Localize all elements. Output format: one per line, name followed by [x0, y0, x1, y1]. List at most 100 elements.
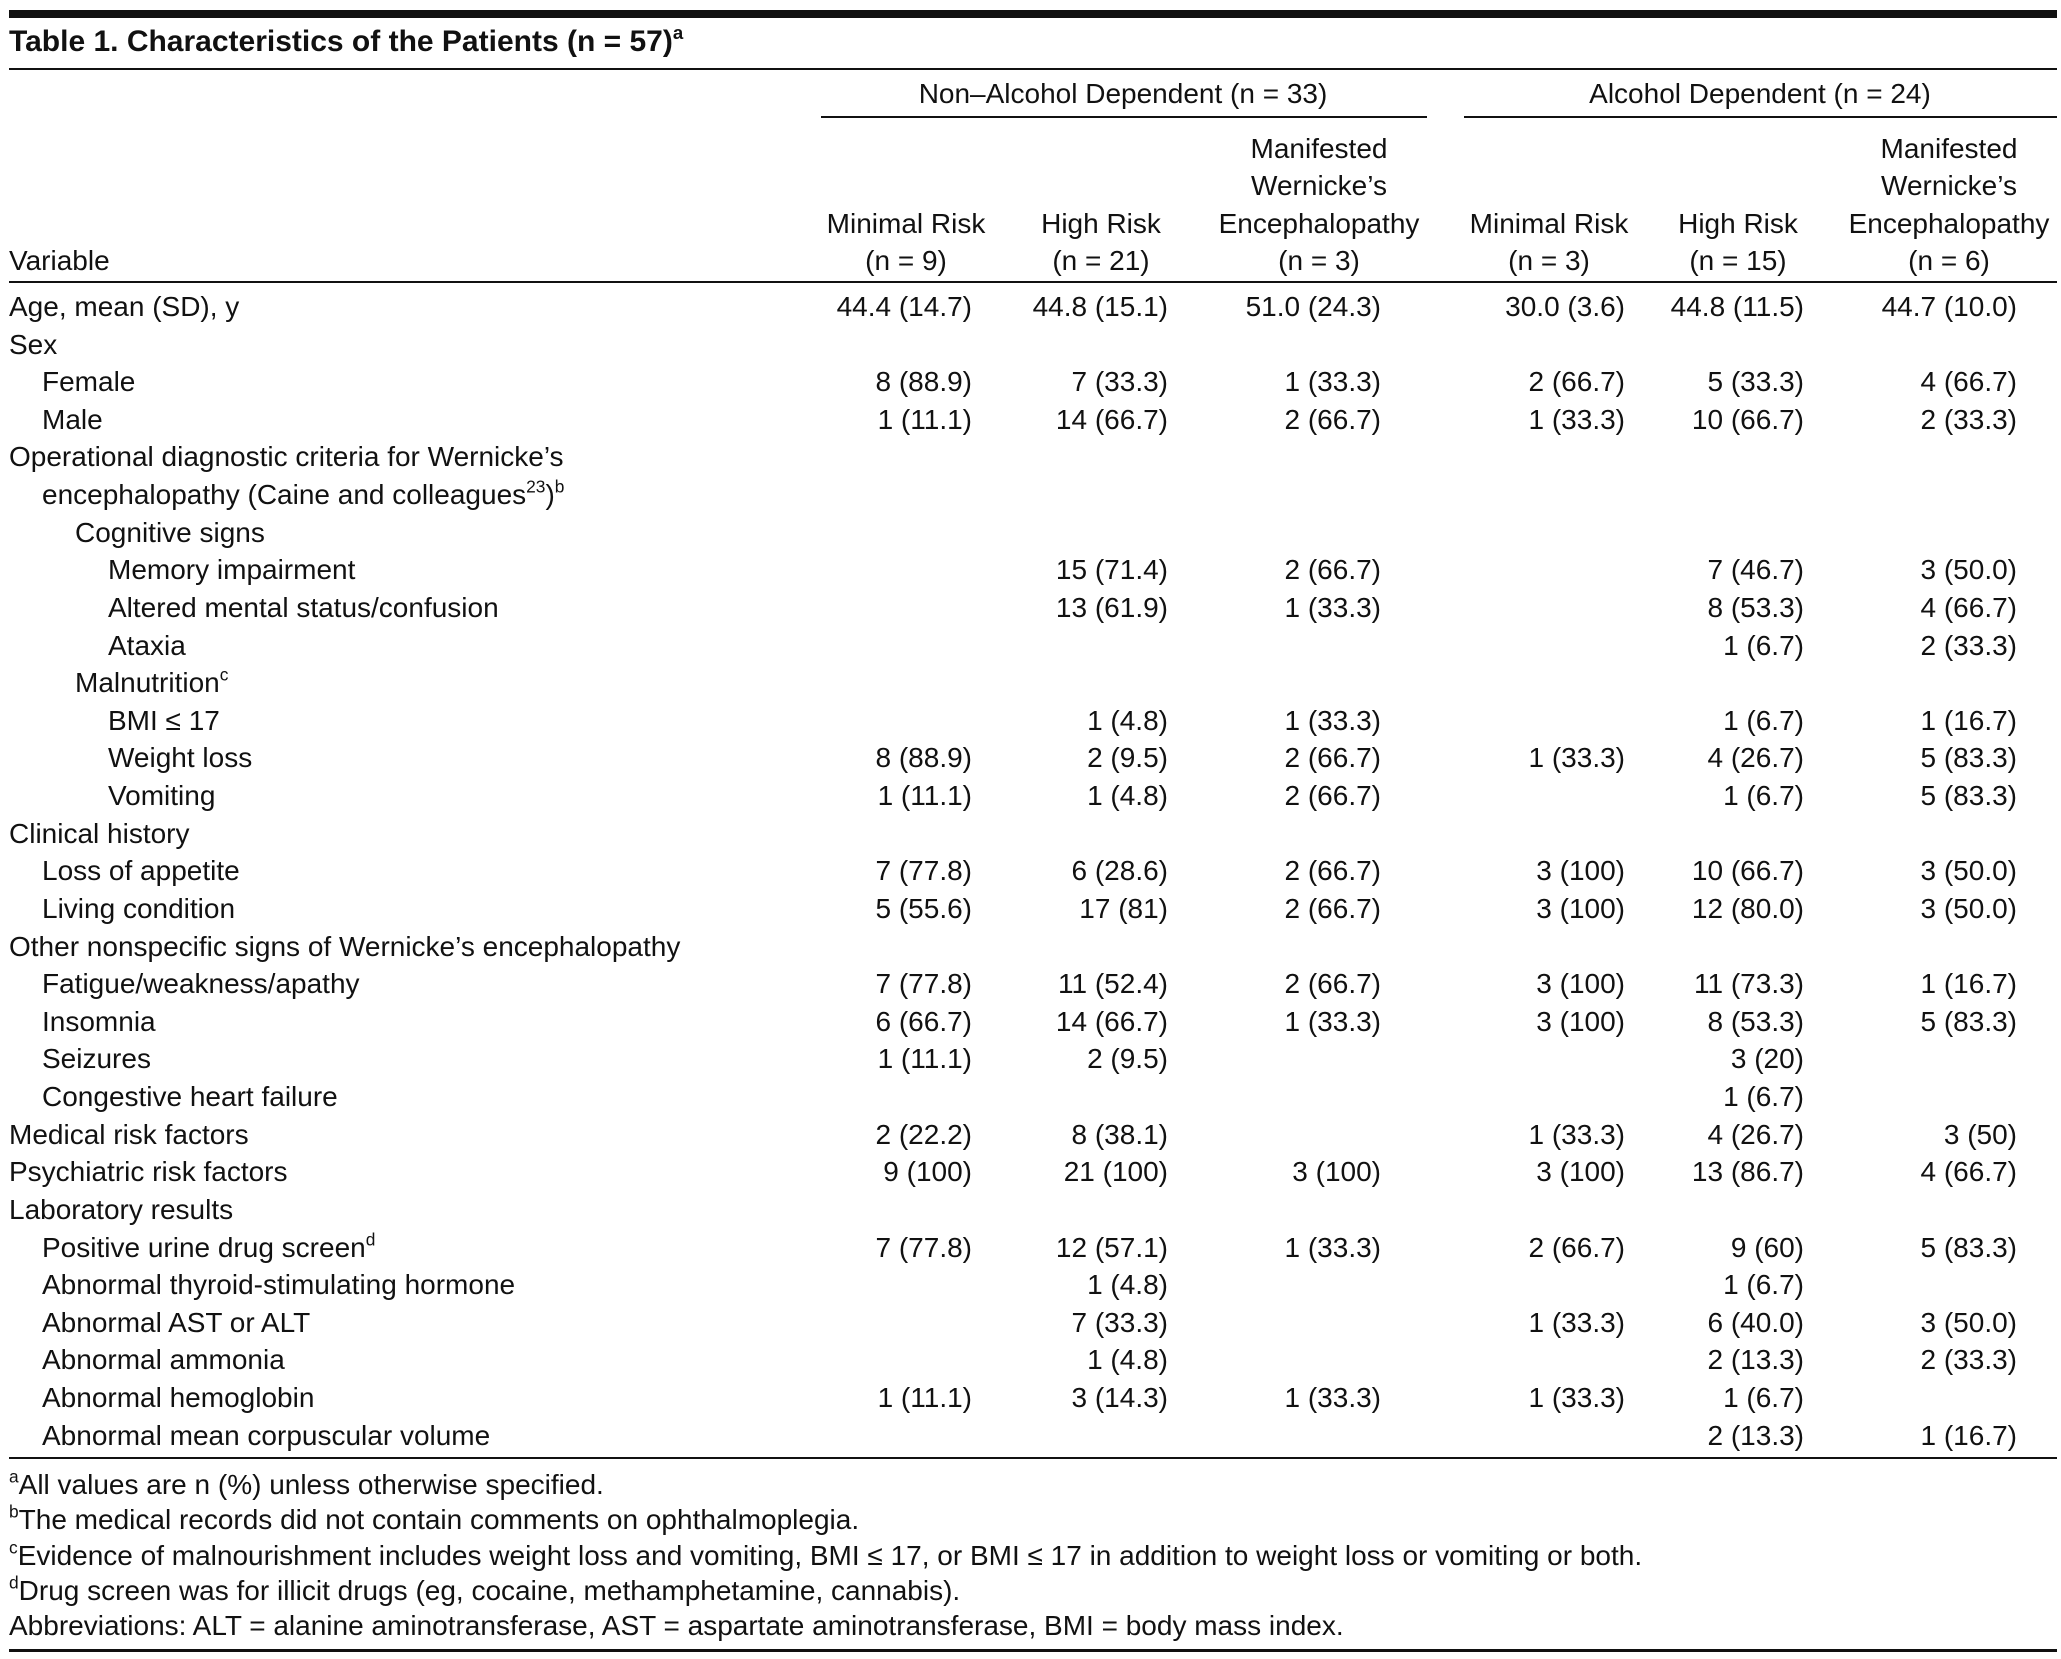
cell: 2 (66.7) [1181, 966, 1382, 1002]
text: 51.0 (24.3) [1245, 291, 1381, 322]
text: Age, mean (SD), y [9, 291, 240, 322]
column-header: Wernicke’s [1189, 168, 1449, 204]
row-label: Cognitive signs [75, 515, 265, 551]
cell: 44.8 (11.5) [1604, 289, 1804, 325]
text: 44.8 (15.1) [1032, 291, 1168, 322]
group-rule [821, 116, 1427, 118]
cell: 2 (13.3) [1604, 1342, 1805, 1378]
text: 8 (38.1) [1071, 1118, 1169, 1150]
cell: 5 (83.3) [1817, 1230, 2018, 1266]
text: 1 (33.3) [1284, 1005, 1382, 1037]
cell: 3 (100) [1425, 853, 1625, 889]
text: 4 (26.7) [1707, 1118, 1805, 1150]
row-label: Abnormal hemoglobin [42, 1380, 314, 1416]
cell: 4 (66.7) [1817, 364, 2018, 400]
text: 5 (55.6) [875, 892, 973, 924]
text: Drug screen was for illicit drugs (eg, c… [18, 1574, 961, 1606]
row-label: Laboratory results [9, 1192, 233, 1228]
text: Congestive heart failure [42, 1081, 338, 1113]
text: 13 (86.7) [1691, 1156, 1804, 1188]
column-header: High Risk [971, 206, 1231, 242]
text: The medical records did not contain comm… [18, 1504, 860, 1536]
column-header: (n = 15) [1608, 243, 1868, 279]
text: 3 (100) [1536, 1156, 1625, 1188]
text: 2 (9.5) [1087, 742, 1168, 774]
text: 1 (11.1) [877, 1043, 972, 1075]
column-header: High Risk [1608, 206, 1868, 242]
text: Other nonspecific signs of Wernicke’s en… [9, 930, 681, 962]
text: 1 (33.3) [1528, 1118, 1626, 1150]
superscript: a [672, 21, 684, 43]
text: 2 (66.7) [1284, 554, 1382, 586]
row-label: Abnormal mean corpuscular volume [42, 1418, 490, 1454]
cell: 2 (66.7) [1181, 552, 1382, 588]
text: 44.7 (10.0) [1881, 291, 2017, 322]
text: 8 (53.3) [1707, 591, 1805, 623]
cell: 13 (61.9) [968, 590, 1168, 626]
text: 3 (50.0) [1920, 892, 2018, 924]
text: 1 (16.7) [1920, 1419, 2018, 1451]
text: 9 (100) [883, 1156, 972, 1188]
cell: 44.7 (10.0) [1817, 289, 2017, 325]
text: Clinical history [9, 817, 190, 849]
bottom-rule [9, 1649, 2057, 1652]
text: Living condition [42, 892, 236, 924]
text: ) [545, 479, 555, 511]
cell: 1 (6.7) [1604, 628, 1804, 664]
cell: 1 (11.1) [772, 1041, 972, 1077]
cell: 1 (4.8) [968, 1267, 1168, 1303]
cell: 5 (83.3) [1817, 740, 2018, 776]
superscript: c [9, 1537, 18, 1558]
text: (n = 3) [1508, 245, 1590, 276]
text: 13 (61.9) [1055, 591, 1168, 623]
row-label: Insomnia [42, 1004, 156, 1040]
column-header: (n = 3) [1419, 243, 1679, 279]
text: 5 (83.3) [1920, 780, 2018, 812]
text: 10 (66.7) [1691, 855, 1804, 887]
cell: 14 (66.7) [968, 1004, 1168, 1040]
text: 2 (66.7) [1284, 855, 1382, 887]
cell: 7 (77.8) [772, 853, 973, 889]
text: 2 (33.3) [1920, 629, 2018, 661]
cell: 7 (33.3) [968, 1305, 1169, 1341]
title-rule [9, 68, 2057, 70]
text: 2 (13.3) [1707, 1344, 1805, 1376]
text: 7 (33.3) [1071, 1306, 1169, 1338]
cell: 2 (66.7) [1181, 891, 1382, 927]
row-label: Clinical history [9, 816, 190, 852]
cell: 4 (66.7) [1817, 590, 2018, 626]
text: 7 (77.8) [875, 855, 973, 887]
cell: 1 (33.3) [1181, 703, 1382, 739]
cell: 1 (4.8) [968, 778, 1168, 814]
text: 1 (33.3) [1528, 1306, 1626, 1338]
cell: 8 (53.3) [1604, 590, 1805, 626]
column-header: Manifested [1819, 131, 2061, 167]
row-label: BMI ≤ 17 [108, 703, 220, 739]
text: 4 (66.7) [1920, 1156, 2018, 1188]
text: 14 (66.7) [1055, 403, 1168, 435]
column-header: Encephalopathy [1819, 206, 2061, 242]
row-label: Medical risk factors [9, 1117, 249, 1153]
text: 1 (33.3) [1284, 366, 1382, 398]
text: 6 (66.7) [875, 1005, 973, 1037]
text: 5 (83.3) [1920, 742, 2018, 774]
text: 3 (100) [1292, 1156, 1381, 1188]
cell: 21 (100) [968, 1154, 1168, 1190]
text: 1 (6.7) [1723, 1081, 1804, 1113]
cell: 5 (55.6) [772, 891, 973, 927]
text: Altered mental status/confusion [108, 591, 499, 623]
text: 4 (26.7) [1707, 742, 1805, 774]
cell: 5 (83.3) [1817, 1004, 2018, 1040]
cell: 3 (50.0) [1817, 891, 2018, 927]
text: 44.8 (11.5) [1670, 291, 1804, 322]
table-title: Table 1. Characteristics of the Patients… [9, 21, 684, 60]
text: 3 (100) [1536, 968, 1625, 1000]
text: 3 (50.0) [1920, 1306, 2018, 1338]
cell: 3 (50.0) [1817, 1305, 2018, 1341]
text: Abnormal hemoglobin [42, 1381, 315, 1413]
cell: 2 (33.3) [1817, 1342, 2018, 1378]
cell: 1 (4.8) [968, 703, 1168, 739]
row-label: Psychiatric risk factors [9, 1154, 288, 1190]
text: 2 (9.5) [1087, 1043, 1168, 1075]
cell: 6 (40.0) [1604, 1305, 1805, 1341]
